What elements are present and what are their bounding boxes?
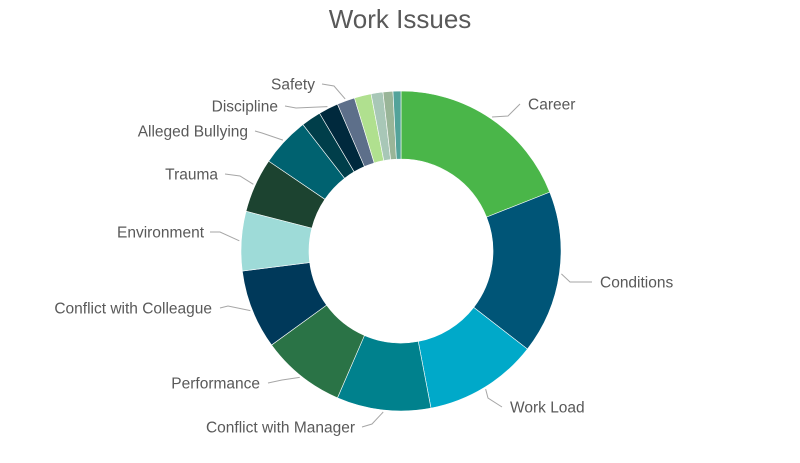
label-work-load: Work Load <box>510 399 585 416</box>
leader-line-conditions <box>561 273 592 283</box>
label-conflict-with-colleague: Conflict with Colleague <box>54 300 212 317</box>
slice-career <box>400 90 551 218</box>
label-trauma: Trauma <box>165 166 218 183</box>
leader-line-trauma <box>224 173 254 185</box>
chart-title: Work Issues <box>329 4 472 34</box>
leader-line-performance <box>267 376 300 384</box>
leader-line-environment <box>210 231 240 242</box>
leader-line-conflict-with-colleague <box>219 305 251 312</box>
leader-lines-group <box>210 83 592 428</box>
labels-group: Career Conditions Work Load Conflict with M… <box>54 76 673 436</box>
label-discipline: Discipline <box>212 98 278 115</box>
leader-line-work-load <box>485 388 503 408</box>
label-conditions: Conditions <box>600 274 673 291</box>
slice-unlabeled-15 <box>392 90 402 160</box>
label-career: Career <box>528 96 575 113</box>
leader-line-career <box>492 103 521 118</box>
label-environment: Environment <box>117 224 205 241</box>
slices-group <box>240 90 562 412</box>
label-alleged-bullying: Alleged Bullying <box>138 123 248 140</box>
leader-line-discipline <box>284 105 328 109</box>
leader-line-conflict-with-manager <box>361 411 384 428</box>
leader-line-safety <box>321 83 346 100</box>
label-safety: Safety <box>271 76 315 93</box>
label-conflict-with-manager: Conflict with Manager <box>206 419 355 436</box>
leader-line-alleged-bullying <box>254 130 284 141</box>
label-performance: Performance <box>171 375 260 392</box>
